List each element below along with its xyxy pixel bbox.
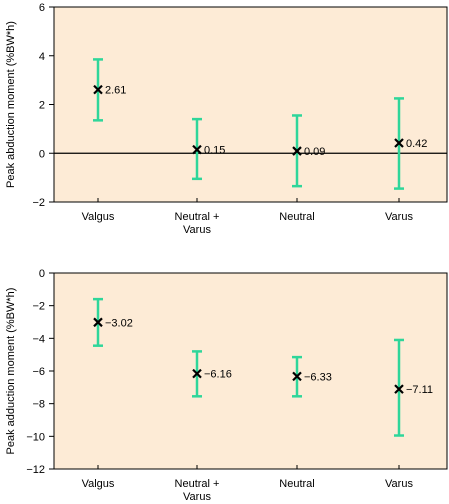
x-tick-label: Valgus [82, 211, 115, 223]
y-axis-label: Peak adduction moment (%BW*h) [5, 288, 17, 455]
x-tick-label: Valgus [82, 478, 115, 490]
y-tick-label: 0 [39, 268, 45, 280]
x-tick-label: Varus [385, 478, 413, 490]
y-tick-label: 2 [39, 100, 45, 112]
data-label: 0.42 [406, 138, 427, 150]
y-tick-label: −6 [32, 366, 45, 378]
y-tick-label: −10 [26, 431, 45, 443]
x-tick-label: Neutral [279, 211, 314, 223]
y-tick-label: −12 [26, 464, 45, 476]
y-axis-label: Peak abduction moment (%BW*h) [5, 21, 17, 188]
y-tick-label: 0 [39, 148, 45, 160]
x-tick-label: Varus [183, 491, 211, 503]
y-tick-label: 4 [39, 51, 45, 63]
data-label: 0.15 [204, 145, 225, 157]
y-tick-label: −2 [32, 301, 45, 313]
data-point-marker [93, 317, 103, 328]
x-tick-label: Varus [183, 224, 211, 236]
data-label: −6.33 [304, 371, 332, 383]
data-point-marker [192, 368, 202, 379]
data-point-marker [292, 146, 302, 156]
data-point-marker [93, 84, 103, 95]
x-tick-label: Varus [385, 211, 413, 223]
y-tick-label: 6 [39, 2, 45, 14]
data-point-marker [394, 138, 404, 148]
x-tick-label: Neutral + [175, 478, 220, 490]
y-tick-label: −2 [32, 197, 45, 209]
data-label: −6.16 [204, 369, 232, 381]
data-point-marker [292, 371, 302, 382]
data-point-marker [394, 384, 404, 394]
data-point-marker [192, 144, 202, 155]
plot-area [54, 273, 447, 469]
data-label: −3.02 [105, 317, 133, 329]
data-label: −7.11 [406, 384, 433, 396]
x-tick-label: Neutral [279, 478, 314, 490]
y-tick-label: −4 [32, 333, 45, 345]
x-tick-label: Neutral + [175, 211, 220, 223]
data-label: 2.61 [105, 85, 126, 97]
y-tick-label: −8 [32, 399, 45, 411]
plot-area [54, 7, 447, 202]
data-label: 0.09 [304, 146, 325, 158]
